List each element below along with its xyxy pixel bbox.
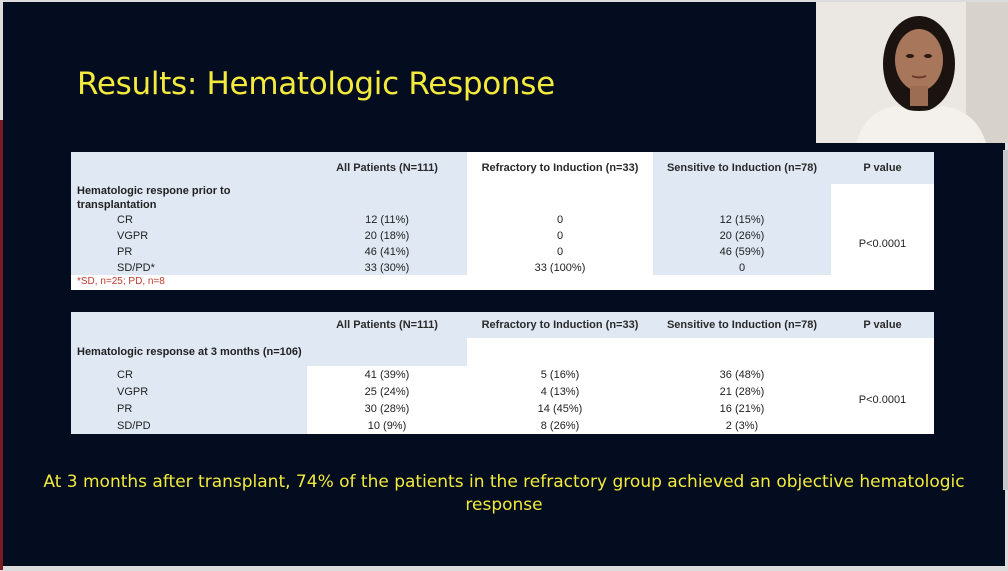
cell-sensitive: 0 (653, 260, 831, 275)
cell-sensitive: 16 (21%) (719, 402, 765, 415)
cell-all: 12 (11%) (307, 212, 467, 228)
cell-all: 10 (9%) (367, 419, 407, 432)
p-value-cell: P<0.0001 (858, 237, 907, 250)
cell-all: 25 (24%) (364, 385, 410, 398)
row-label: PR (71, 400, 307, 417)
section-row: Hematologic respone prior to transplanta… (71, 184, 934, 212)
cell-sensitive: 36 (48%) (719, 368, 765, 381)
p-value-cell: P<0.0001 (858, 394, 907, 406)
header-all-patients: All Patients (N=111) (307, 152, 467, 184)
cell-all: 46 (41%) (307, 244, 467, 260)
window-edge-left (0, 120, 3, 570)
table-row: PR 46 (41%) 0 46 (59%) (71, 244, 934, 260)
header-p-value: P value (831, 312, 934, 338)
slide-caption: At 3 months after transplant, 74% of the… (43, 472, 965, 515)
cell-all: 33 (30%) (307, 260, 467, 275)
row-label: CR (71, 366, 307, 383)
section-label: Hematologic response at 3 months (n=106) (71, 338, 307, 366)
cell-all: 41 (39%) (364, 368, 410, 381)
presenter-image (816, 2, 1008, 143)
footnote: *SD, n=25; PD, n=8 (77, 276, 165, 287)
section-label: Hematologic respone prior to transplanta… (71, 184, 307, 212)
row-label: VGPR (71, 228, 307, 244)
row-label: PR (71, 244, 307, 260)
slide-title: Results: Hematologic Response (77, 66, 555, 102)
cell-refractory: 4 (13%) (540, 385, 580, 398)
table-header-row: All Patients (N=111) Refractory to Induc… (71, 152, 934, 184)
header-p-value: P value (831, 152, 934, 184)
cell-refractory: 0 (556, 246, 564, 258)
cell-sensitive: 2 (3%) (725, 419, 759, 432)
table-header-row: All Patients (N=111) Refractory to Induc… (71, 312, 934, 338)
cell-refractory: 14 (45%) (537, 402, 583, 415)
row-label: SD/PD* (71, 260, 307, 275)
table-row: PR 30 (28%) 14 (45%) 16 (21%) (71, 400, 934, 417)
header-all-patients: All Patients (N=111) (307, 312, 467, 338)
cell-refractory: 0 (556, 214, 564, 226)
table-response-prior-transplant: All Patients (N=111) Refractory to Induc… (71, 152, 934, 290)
cell-sensitive: 21 (28%) (719, 385, 765, 398)
section-row: Hematologic response at 3 months (n=106) (71, 338, 934, 366)
table-row: CR 41 (39%) 5 (16%) 36 (48%) P<0.0001 (71, 366, 934, 406)
header-refractory: Refractory to Induction (n=33) (467, 312, 653, 338)
header-sensitive: Sensitive to Induction (n=78) (653, 152, 831, 184)
row-label: CR (71, 212, 307, 228)
cell-refractory: 33 (100%) (534, 261, 586, 274)
cell-refractory: 8 (26%) (540, 419, 580, 432)
cell-sensitive: 12 (15%) (653, 212, 831, 228)
header-blank (71, 312, 307, 338)
cell-refractory: 5 (16%) (540, 368, 580, 381)
cell-all: 30 (28%) (364, 402, 410, 415)
table-row: VGPR 25 (24%) 4 (13%) 21 (28%) (71, 383, 934, 400)
presenter-webcam (816, 2, 1008, 143)
cell-sensitive: 20 (26%) (653, 228, 831, 244)
table-response-3-months: All Patients (N=111) Refractory to Induc… (71, 312, 934, 434)
table-row: CR 12 (11%) 0 12 (15%) P<0.0001 (71, 212, 934, 250)
header-sensitive: Sensitive to Induction (n=78) (653, 312, 831, 338)
header-refractory: Refractory to Induction (n=33) (467, 152, 653, 184)
table-row: SD/PD* 33 (30%) 33 (100%) 0 (71, 260, 934, 275)
cell-sensitive: 46 (59%) (653, 244, 831, 260)
table-row: SD/PD 10 (9%) 8 (26%) 2 (3%) (71, 417, 934, 434)
row-label: VGPR (71, 383, 307, 400)
row-label: SD/PD (71, 417, 307, 434)
header-blank (71, 152, 307, 184)
footnote-row: *SD, n=25; PD, n=8 (71, 275, 934, 288)
cell-all: 20 (18%) (307, 228, 467, 244)
cell-refractory: 0 (556, 230, 564, 242)
window-edge-right (1003, 150, 1008, 490)
table-row: VGPR 20 (18%) 0 20 (26%) (71, 228, 934, 244)
